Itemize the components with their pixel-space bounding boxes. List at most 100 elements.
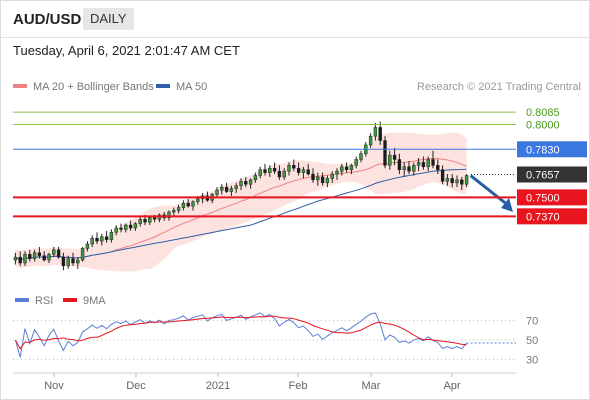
candle-body [37, 252, 42, 256]
candle [412, 162, 416, 176]
research-credit: Research © 2021 Trading Central [417, 81, 581, 93]
candle [320, 172, 325, 186]
level-tag-0.7830 [517, 141, 587, 158]
candle-body [340, 166, 344, 172]
candle [378, 121, 382, 145]
candle-body [32, 252, 37, 259]
candle [402, 162, 406, 177]
candle [244, 176, 248, 188]
forecast-arrow [469, 174, 510, 208]
candle [191, 200, 195, 211]
candle-body [368, 135, 373, 146]
candle-body [258, 169, 262, 176]
level-tag-0.7370 [517, 208, 587, 225]
candle [52, 246, 56, 258]
candle [287, 162, 291, 176]
candle-body [320, 176, 325, 184]
candle-body [344, 166, 349, 170]
candle-body [80, 248, 85, 261]
candle [306, 163, 310, 176]
time-label-Apr: Apr [443, 380, 460, 392]
time-label-2021: 2021 [206, 380, 230, 392]
candle [349, 163, 354, 175]
candle-body [359, 153, 363, 160]
candle [325, 175, 330, 188]
candle-body [229, 188, 234, 192]
candle [311, 168, 315, 183]
candle [392, 147, 397, 166]
candle-body [277, 170, 282, 178]
candle-body [90, 237, 94, 245]
ma50-legend-swatch [156, 84, 170, 88]
candle-body [52, 249, 56, 255]
candle [421, 156, 426, 170]
candle-body [47, 253, 51, 261]
candle-body [66, 258, 70, 267]
time-label-Dec: Dec [126, 380, 146, 392]
symbol-title: AUD/USD [13, 11, 82, 28]
candle [239, 178, 243, 191]
candle-body [301, 169, 306, 173]
candle [436, 159, 440, 175]
candle-body [124, 224, 128, 230]
candle [37, 246, 42, 259]
level-label-0.8085: 0.8085 [526, 107, 560, 119]
candle-body [431, 159, 435, 166]
candle [133, 222, 138, 231]
candle [42, 251, 46, 262]
candle-body [234, 185, 238, 189]
candle [431, 150, 435, 169]
candle-body [181, 202, 186, 208]
ma20-legend-label: MA 20 + Bollinger Bands [33, 81, 154, 93]
candle [119, 223, 123, 233]
candle-body [186, 202, 190, 207]
candle [282, 168, 286, 180]
candle-body [76, 259, 80, 264]
candle-body [330, 173, 334, 179]
candle [296, 162, 301, 176]
bollinger-band [15, 132, 467, 272]
candle [234, 182, 238, 194]
candle [186, 198, 190, 208]
level-label-0.7657: 0.7657 [526, 169, 560, 181]
candle [85, 241, 90, 252]
candle-body [109, 232, 114, 240]
candle-body [402, 166, 406, 170]
timeframe-button[interactable]: DAILY [83, 8, 134, 30]
candle [258, 166, 262, 179]
candle-body [287, 165, 291, 172]
level-tag-0.7657 [517, 166, 587, 183]
candle-body [248, 179, 253, 185]
candle-body [128, 224, 133, 229]
candle-body [397, 159, 402, 170]
forecast-arrow-head [501, 197, 513, 212]
candle-body [215, 189, 219, 195]
candle-body [100, 236, 104, 242]
rsi-tick-30: 30 [526, 354, 538, 366]
candle [301, 166, 306, 179]
datetime-label: Tuesday, April 6, 2021 2:01:47 AM CET [13, 43, 240, 58]
candle [383, 136, 387, 169]
candle-body [239, 181, 243, 186]
candle-body [316, 176, 320, 181]
candle-body [440, 169, 445, 182]
candle-body [114, 227, 118, 233]
candle [95, 232, 99, 245]
candle-body [388, 154, 392, 166]
candle-body [296, 167, 301, 173]
candle-body [133, 223, 138, 229]
candle [90, 235, 94, 247]
ma50-legend-label: MA 50 [176, 81, 207, 93]
level-label-0.7500: 0.7500 [526, 192, 560, 204]
candle [440, 165, 445, 185]
candle-body [172, 210, 176, 213]
candle-body [416, 162, 421, 166]
candle [388, 150, 392, 170]
candle [80, 246, 85, 262]
candle-body [196, 198, 200, 203]
time-label-Mar: Mar [362, 380, 381, 392]
candle [28, 249, 32, 262]
ma50-line [15, 168, 467, 261]
